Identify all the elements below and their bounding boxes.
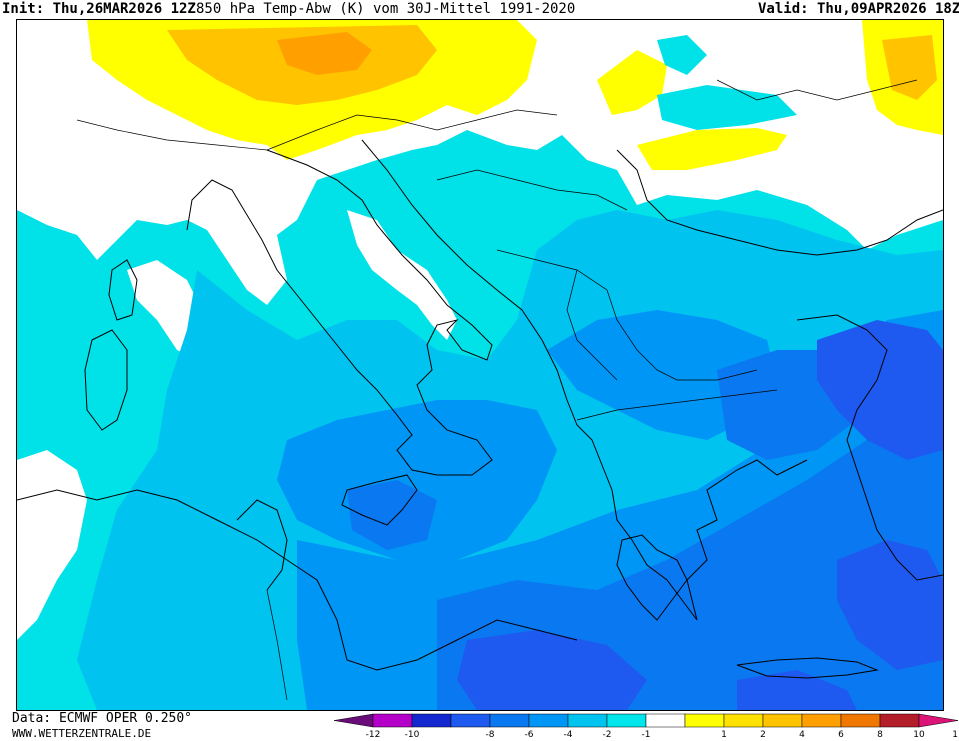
- deep-blue-region-south: [437, 390, 943, 710]
- white-tongue-italy: [347, 210, 457, 340]
- coastline-sicily: [341, 474, 418, 526]
- map-footer: Data: ECMWF OPER 0.250° WWW.WETTERZENTRA…: [0, 711, 959, 741]
- coastline-tunisia: [236, 499, 288, 591]
- legend-label: -10: [405, 730, 420, 740]
- valid-time: Valid: Thu,09APR2026 18Z: [758, 1, 959, 17]
- coastline-italy: [186, 149, 493, 476]
- legend-label: 4: [799, 730, 805, 740]
- cyan-patch-ukraine: [657, 85, 797, 130]
- map-canvas: [17, 20, 943, 710]
- orange-core-north: [277, 32, 372, 75]
- init-time: Init: Thu,26MAR2026 12Z: [2, 1, 196, 17]
- legend-label: 2: [760, 730, 766, 740]
- border-greece-north: [576, 389, 778, 421]
- legend-swatch: [684, 713, 725, 728]
- color-legend: -12-10-8-6-4-2-1124681012: [334, 712, 958, 740]
- country-borders: [76, 79, 918, 701]
- coastline-turkey: [796, 314, 943, 581]
- darkest-blue-libya: [457, 630, 647, 710]
- border-balkans-3: [566, 269, 618, 381]
- border-balkans-2: [496, 249, 758, 381]
- legend-label: -4: [564, 730, 573, 740]
- coastline-adriatic-east: [361, 139, 808, 621]
- yellow-region-black-sea: [637, 128, 787, 170]
- border-libya: [266, 589, 288, 701]
- legend-canvas: -12-10-8-6-4-2-1124681012: [334, 713, 958, 740]
- darkest-blue-turkey: [817, 320, 943, 460]
- legend-label: -6: [525, 730, 534, 740]
- border-alps: [76, 109, 558, 151]
- legend-swatch: [762, 713, 803, 728]
- legend-label: -8: [486, 730, 495, 740]
- legend-swatch: [567, 713, 608, 728]
- legend-swatch: [372, 713, 413, 728]
- legend-swatch: [528, 713, 569, 728]
- border-east: [716, 79, 918, 101]
- legend-swatch: [723, 713, 764, 728]
- legend-swatch: [411, 713, 452, 728]
- legend-swatch: [489, 713, 530, 728]
- site-credit: WWW.WETTERZENTRALE.DE: [12, 727, 152, 740]
- coastline-crete: [736, 657, 879, 679]
- coastlines: [17, 139, 943, 679]
- legend-swatch: [801, 713, 842, 728]
- darkest-blue-crete: [837, 540, 943, 670]
- legend-label: 12: [952, 730, 958, 740]
- deep-blue-region-ionian: [347, 480, 437, 550]
- legend-label: -1: [642, 730, 651, 740]
- yellow-region-ukraine: [597, 50, 667, 115]
- coastline-north-africa: [17, 489, 578, 671]
- coastline-black-sea: [616, 149, 943, 256]
- white-west-lower: [17, 450, 87, 640]
- legend-swatch: [334, 713, 374, 728]
- coastline-corsica: [108, 259, 138, 321]
- legend-swatch: [450, 713, 491, 728]
- map-header: Init: Thu,26MAR2026 12Z 850 hPa Temp-Abw…: [0, 0, 959, 18]
- legend-swatch: [840, 713, 881, 728]
- border-balkans-1: [436, 169, 628, 211]
- blue-region-sicily: [277, 400, 557, 560]
- legend-label: 8: [877, 730, 883, 740]
- data-source: Data: ECMWF OPER 0.250°: [12, 711, 193, 726]
- legend-label: 6: [838, 730, 844, 740]
- legend-swatch: [918, 713, 958, 728]
- coastline-peloponnese: [616, 534, 688, 621]
- legend-label: 10: [913, 730, 925, 740]
- coastline-sardinia: [84, 329, 128, 431]
- legend-swatch: [606, 713, 647, 728]
- legend-swatch: [645, 713, 686, 728]
- orange-region-ne: [882, 35, 937, 100]
- cyan-patch-north: [657, 35, 707, 75]
- legend-label: -12: [366, 730, 381, 740]
- legend-swatch: [879, 713, 920, 728]
- blue-region-balkans: [547, 310, 777, 440]
- darkest-blue-east: [737, 670, 857, 710]
- legend-label: -2: [603, 730, 612, 740]
- anomaly-map: [16, 19, 944, 711]
- map-title: 850 hPa Temp-Abw (K) vom 30J-Mittel 1991…: [196, 1, 576, 17]
- legend-label: 1: [721, 730, 727, 740]
